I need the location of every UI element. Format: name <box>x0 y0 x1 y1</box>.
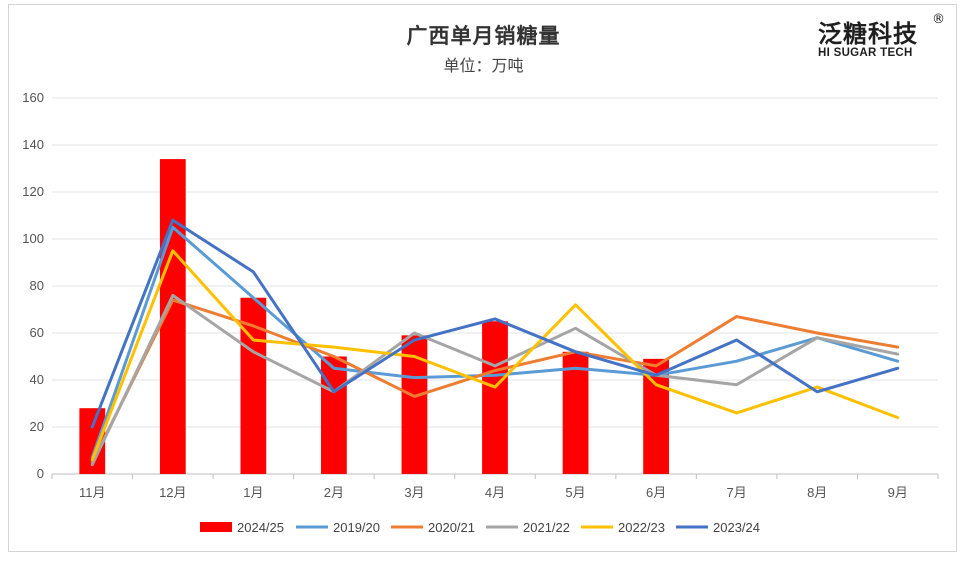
x-tick-label: 4月 <box>485 485 505 500</box>
x-tick-label: 11月 <box>79 485 106 500</box>
x-tick-label: 2月 <box>324 485 344 500</box>
y-tick-label: 40 <box>30 372 44 387</box>
y-tick-label: 80 <box>30 278 44 293</box>
x-tick-label: 5月 <box>565 485 585 500</box>
y-tick-label: 20 <box>30 419 44 434</box>
legend-label: 2022/23 <box>618 520 665 535</box>
y-tick-label: 140 <box>22 137 44 152</box>
y-tick-label: 160 <box>22 90 44 105</box>
series-line-2020-21 <box>90 298 900 464</box>
x-tick-label: 12月 <box>159 485 186 500</box>
bar-2024-25 <box>321 356 347 474</box>
chart-subtitle: 单位：万吨 <box>443 56 524 75</box>
x-tick-label: 3月 <box>404 485 424 500</box>
legend-label: 2024/25 <box>237 520 284 535</box>
y-tick-label: 120 <box>22 184 44 199</box>
series-line-2021-22 <box>90 293 900 467</box>
bar-2024-25 <box>562 351 589 474</box>
legend-label: 2019/20 <box>333 520 380 535</box>
chart-title: 广西单月销糖量 <box>406 23 561 48</box>
legend-swatch-bar <box>200 522 232 532</box>
x-tick-label: 8月 <box>807 485 827 500</box>
logo-english-text: HI SUGAR TECH <box>818 47 913 59</box>
x-tick-label: 1月 <box>243 485 263 500</box>
series-line-2023-24 <box>90 218 900 429</box>
brand-logo: 泛糖科技 ® HI SUGAR TECH <box>818 12 948 59</box>
x-tick-label: 7月 <box>727 485 747 500</box>
series-line-2019-20 <box>90 225 900 460</box>
legend-label: 2023/24 <box>713 520 760 535</box>
registered-mark: ® <box>932 12 945 27</box>
logo-chinese-text: 泛糖科技 <box>818 20 918 48</box>
y-tick-label: 0 <box>37 466 44 481</box>
x-tick-label: 9月 <box>888 485 908 500</box>
y-tick-label: 60 <box>30 325 44 340</box>
bar-2024-25 <box>482 321 508 474</box>
legend-label: 2021/22 <box>523 520 570 535</box>
legend-label: 2020/21 <box>428 520 475 535</box>
series-line-2022-23 <box>90 249 900 462</box>
y-tick-label: 100 <box>22 231 44 246</box>
x-tick-label: 6月 <box>646 485 666 500</box>
